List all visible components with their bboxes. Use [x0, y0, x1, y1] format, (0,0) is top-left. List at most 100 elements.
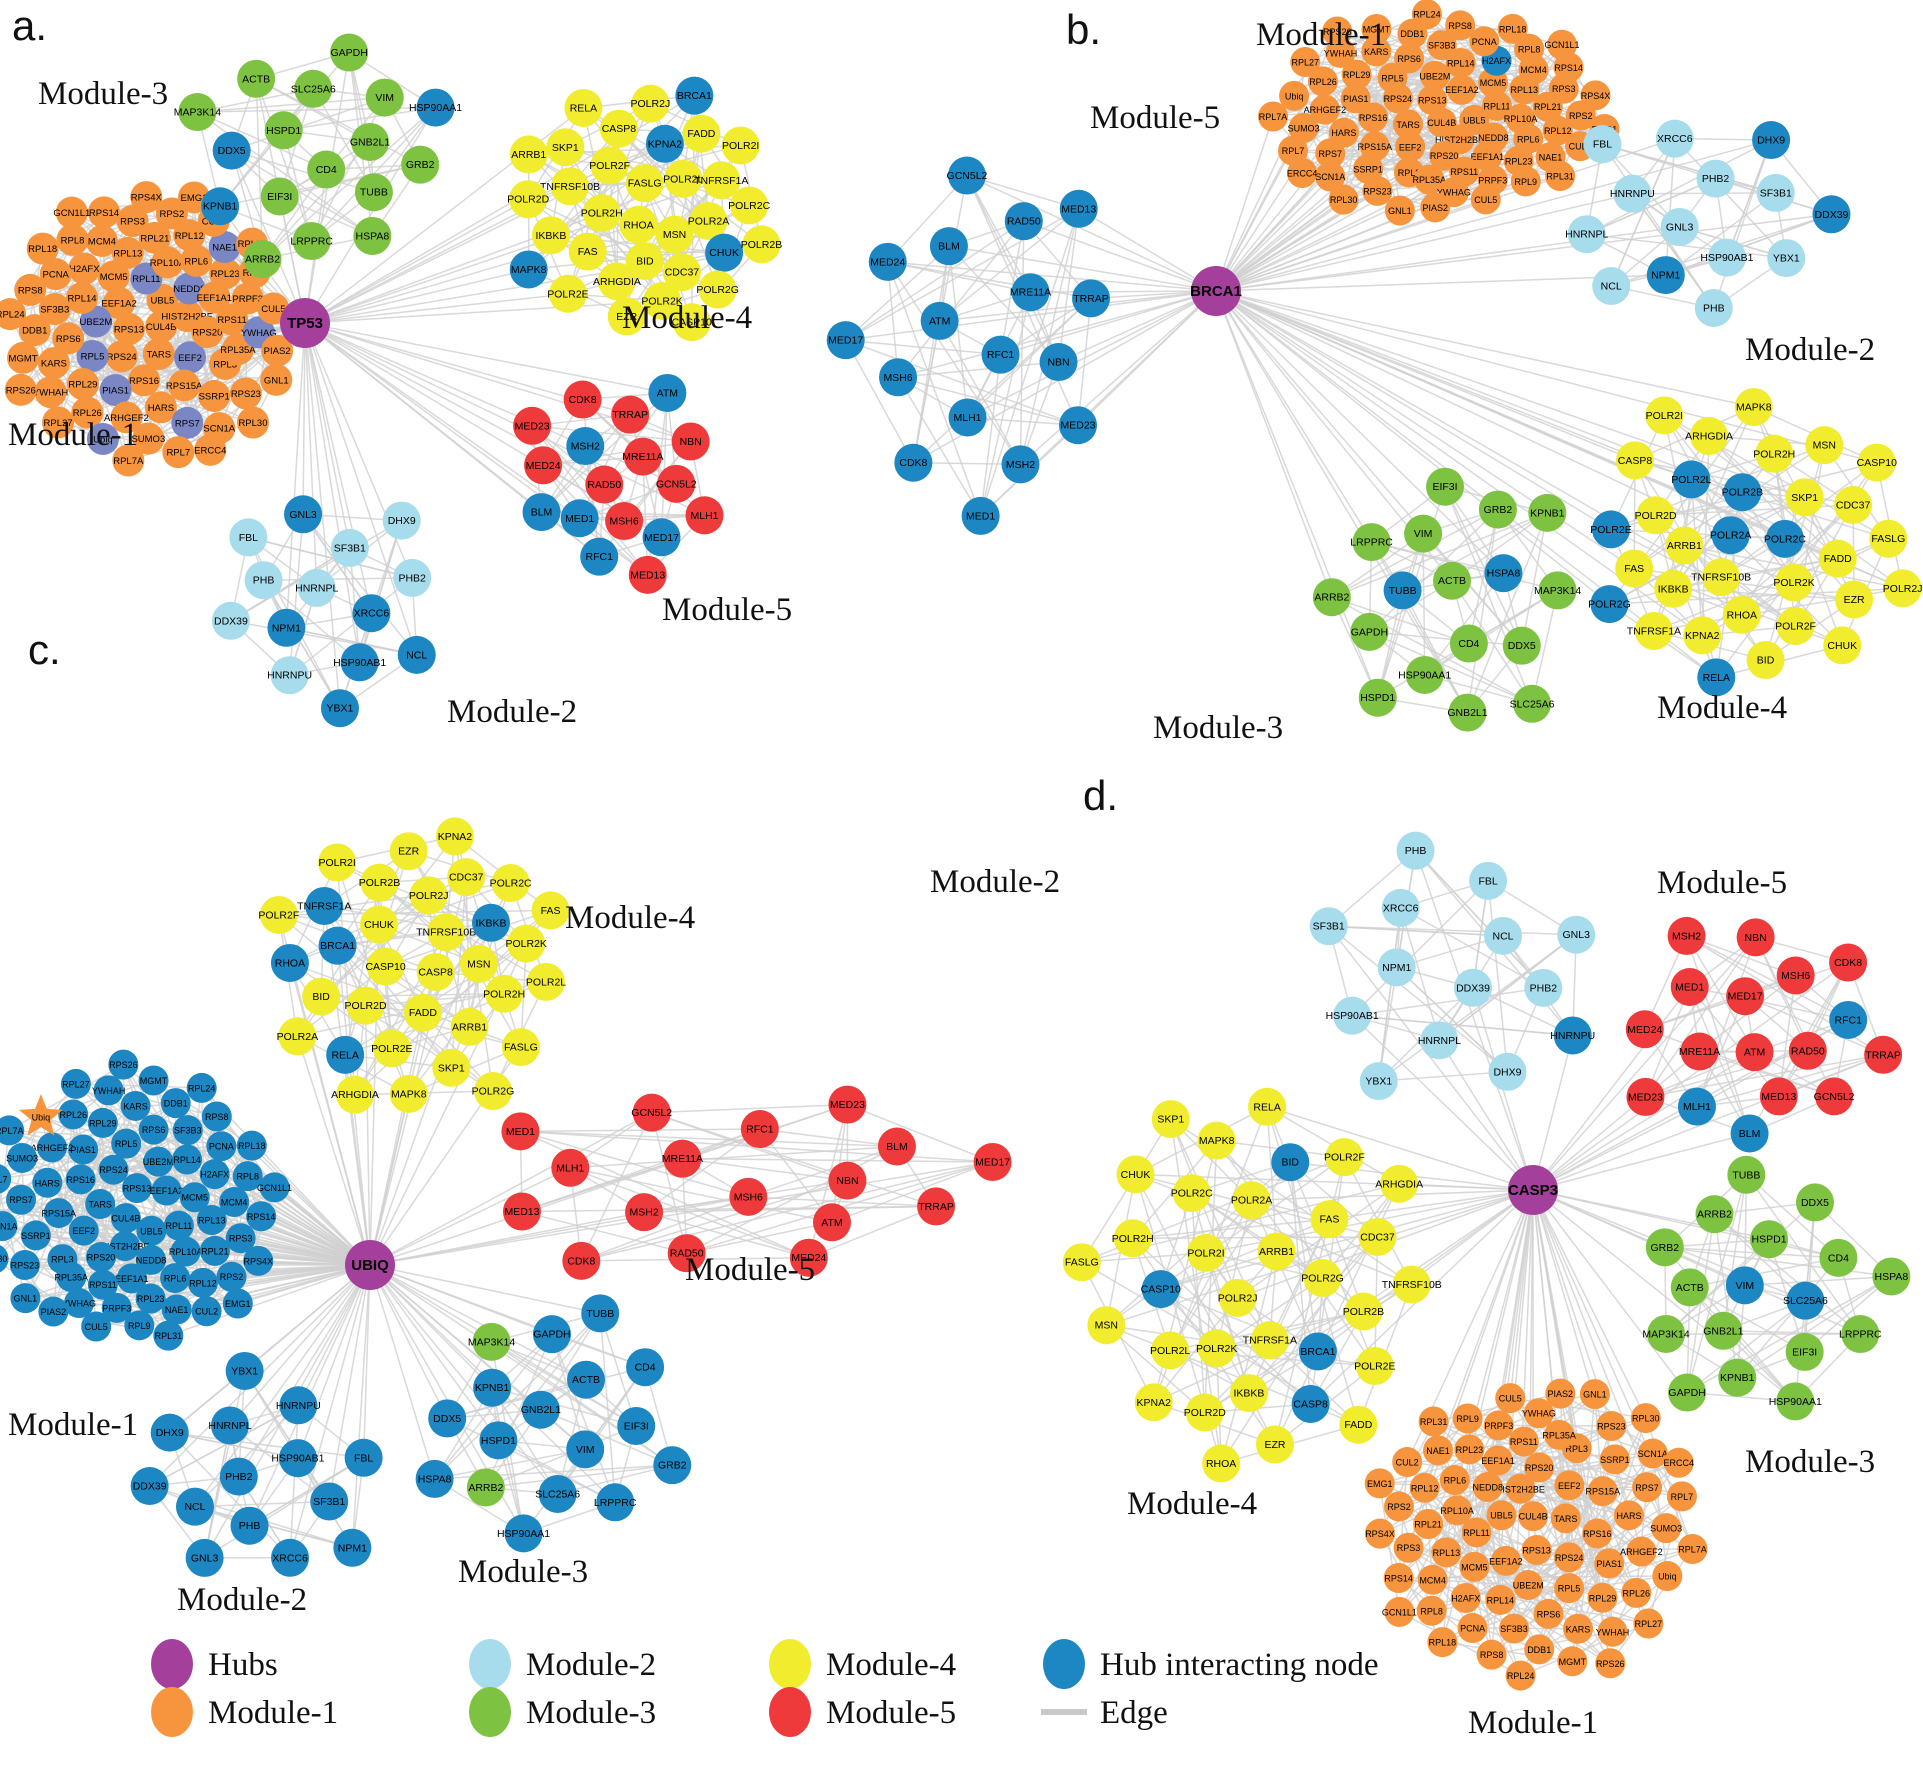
node-polr2j[interactable]: [631, 84, 670, 123]
node-pcna[interactable]: [39, 258, 72, 291]
node-cul5[interactable]: [1470, 184, 1501, 215]
node-polr2d[interactable]: [509, 180, 548, 219]
node-rps2[interactable]: [155, 197, 188, 230]
node-tars[interactable]: [1393, 109, 1424, 140]
node-grb2[interactable]: [401, 145, 440, 184]
node-rpl24[interactable]: [1411, 0, 1442, 30]
node-eef1a2[interactable]: [103, 287, 136, 320]
node-cd4[interactable]: [307, 150, 346, 189]
node-msh6[interactable]: [879, 358, 918, 397]
node-gapdh[interactable]: [1350, 612, 1389, 651]
node-med13[interactable]: [628, 555, 667, 594]
node-polr2j[interactable]: [1883, 569, 1922, 608]
node-hars[interactable]: [144, 391, 177, 424]
node-lrpprc[interactable]: [292, 222, 331, 261]
node-sf3b1[interactable]: [1756, 173, 1795, 212]
node-rpl24[interactable]: [0, 298, 27, 331]
node-ercc4[interactable]: [1287, 157, 1318, 188]
node-polr2a[interactable]: [1711, 516, 1750, 555]
node-rpl6[interactable]: [180, 244, 213, 277]
node-rps8[interactable]: [14, 273, 47, 306]
node-chuk[interactable]: [705, 233, 744, 272]
node-rpl18[interactable]: [1497, 13, 1528, 44]
node-eef1a1[interactable]: [198, 281, 231, 314]
node-slc25a6[interactable]: [294, 69, 333, 108]
node-mlh1[interactable]: [948, 398, 987, 437]
node-rpl9[interactable]: [1510, 166, 1541, 197]
node-hsp90ab1[interactable]: [340, 643, 379, 682]
node-polr2i[interactable]: [1645, 396, 1684, 435]
node-gcn1l1[interactable]: [1547, 29, 1578, 60]
node-scn1a[interactable]: [1315, 161, 1346, 192]
node-atm[interactable]: [920, 301, 959, 340]
node-ikbkb[interactable]: [531, 216, 570, 255]
node-ddx5[interactable]: [1502, 626, 1541, 665]
node-med24[interactable]: [868, 242, 907, 281]
node-xrcc6[interactable]: [1655, 119, 1694, 158]
node-fadd[interactable]: [1818, 539, 1857, 578]
node-eef1a2[interactable]: [1446, 74, 1477, 105]
node-hspd1[interactable]: [264, 111, 303, 150]
node-phb[interactable]: [244, 561, 283, 600]
node-xrcc6[interactable]: [352, 594, 391, 633]
node-ddb1[interactable]: [18, 314, 51, 347]
node-mre11a[interactable]: [1011, 273, 1050, 312]
node-pias2[interactable]: [1420, 192, 1451, 223]
node-eif3i[interactable]: [260, 177, 299, 216]
node-rpl30[interactable]: [236, 406, 269, 439]
node-rpl23[interactable]: [209, 257, 242, 290]
node-tnfrsf10b[interactable]: [551, 167, 590, 206]
node-rpl26[interactable]: [1307, 66, 1338, 97]
node-mre11a[interactable]: [623, 437, 662, 476]
node-trrap[interactable]: [611, 395, 650, 434]
node-ssrp1[interactable]: [198, 379, 231, 412]
node-rps7[interactable]: [1315, 138, 1346, 169]
node-kpna2[interactable]: [645, 124, 684, 163]
node-fas[interactable]: [1615, 549, 1654, 588]
node-rps24[interactable]: [105, 340, 138, 373]
node-faslg[interactable]: [625, 164, 664, 203]
node-rps26[interactable]: [4, 373, 37, 406]
node-tubb[interactable]: [354, 173, 393, 212]
node-rps4x[interactable]: [1580, 80, 1611, 111]
node-rpl27[interactable]: [1290, 47, 1321, 78]
node-tnfrsf1a[interactable]: [1634, 611, 1673, 650]
node-mgmt[interactable]: [1361, 14, 1392, 45]
node-ncl[interactable]: [1592, 266, 1631, 305]
node-pias1[interactable]: [99, 374, 132, 407]
node-eef2[interactable]: [1395, 131, 1426, 162]
node-ncl[interactable]: [397, 635, 436, 674]
node-arrb2[interactable]: [1312, 578, 1351, 617]
node-rpl7a[interactable]: [1258, 101, 1289, 132]
node-npm1[interactable]: [1646, 256, 1685, 295]
node-rps15a[interactable]: [168, 369, 201, 402]
node-ercc4[interactable]: [194, 433, 227, 466]
node-blm[interactable]: [929, 227, 968, 266]
node-ikbkb[interactable]: [1654, 569, 1693, 608]
node-rpl14[interactable]: [66, 281, 99, 314]
node-rps13[interactable]: [1417, 85, 1448, 116]
node-cdc37[interactable]: [662, 253, 701, 292]
node-tars[interactable]: [142, 337, 175, 370]
node-arhgef2[interactable]: [110, 401, 143, 434]
node-pias2[interactable]: [261, 334, 294, 367]
node-hsp90ab1[interactable]: [1707, 238, 1746, 277]
node-skp1[interactable]: [1785, 478, 1824, 517]
node-kars[interactable]: [1361, 36, 1392, 67]
node-sf3b3[interactable]: [38, 293, 71, 326]
node-polr2c[interactable]: [1765, 519, 1804, 558]
node-mcm5[interactable]: [97, 260, 130, 293]
node-med23[interactable]: [1059, 406, 1098, 445]
node-rela[interactable]: [564, 88, 603, 127]
node-rela[interactable]: [1697, 658, 1736, 697]
node-rpl18[interactable]: [26, 232, 59, 265]
node-casp8[interactable]: [1616, 441, 1655, 480]
node-mapk8[interactable]: [509, 250, 548, 289]
node-kpna2[interactable]: [1683, 616, 1722, 655]
node-phb[interactable]: [1694, 288, 1733, 327]
node-chuk[interactable]: [1823, 626, 1862, 665]
node-rps26[interactable]: [1322, 16, 1353, 47]
node-rps6[interactable]: [1394, 43, 1425, 74]
node-tnfrsf10b[interactable]: [1702, 558, 1741, 597]
node-map3k14[interactable]: [178, 93, 217, 132]
